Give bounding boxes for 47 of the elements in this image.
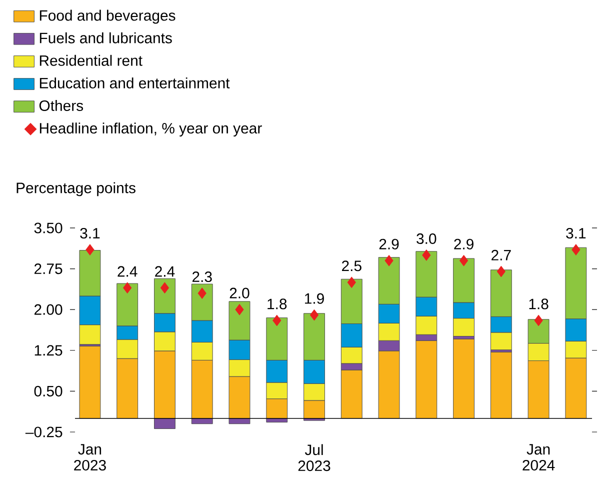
point [422,249,431,261]
point [347,276,356,288]
bar [79,346,101,419]
point [572,244,580,256]
y-axis-title: Percentage points [16,182,136,196]
y-tick-label: 2.75 [34,263,62,274]
data-label: 2.5 [342,260,362,272]
data-label: 2.4 [155,266,175,277]
data-label: 3.1 [566,228,586,239]
legend-label: Education and entertainment [40,77,230,88]
x-tick-label: Jan 2023 [74,444,106,471]
y-tick-label: 0.50 [34,386,62,396]
data-label: 2.7 [492,250,511,260]
data-label: 2.3 [192,271,212,282]
legend-label: Headline inflation, % year on year [40,122,262,136]
y-tick-label: –0.25 [25,426,62,438]
legend-label: Fuels and lubricants [40,32,172,44]
data-label: 1.8 [268,298,287,310]
legend-label: Others [39,100,84,111]
x-tick-label: Jan 2024 [522,444,555,471]
data-label: 2.9 [454,238,474,250]
y-tick-label: 1.25 [34,345,62,356]
point [384,254,394,266]
point [86,244,94,256]
data-label: 2.4 [118,266,138,277]
point [310,309,319,321]
data-label: 2.0 [230,288,250,298]
point [459,254,468,266]
point [123,282,132,294]
x-tick-label: Jul 2023 [298,444,330,472]
point [534,314,543,326]
point [198,288,206,299]
point [496,266,506,278]
y-tick-label: 2.00 [34,304,62,315]
legend-label: Food and beverages [40,10,176,24]
point [235,304,244,316]
data-label: 3.1 [80,228,100,239]
point [272,314,282,326]
data-label: 1.9 [305,293,324,304]
y-tick-label: 3.50 [34,222,62,234]
data-label: 1.8 [529,298,548,310]
point [160,282,170,294]
data-label: 3.0 [416,233,436,244]
data-label: 2.9 [379,238,399,250]
legend-label: Residential rent [40,54,142,66]
bar [453,338,475,419]
bar [490,352,512,419]
